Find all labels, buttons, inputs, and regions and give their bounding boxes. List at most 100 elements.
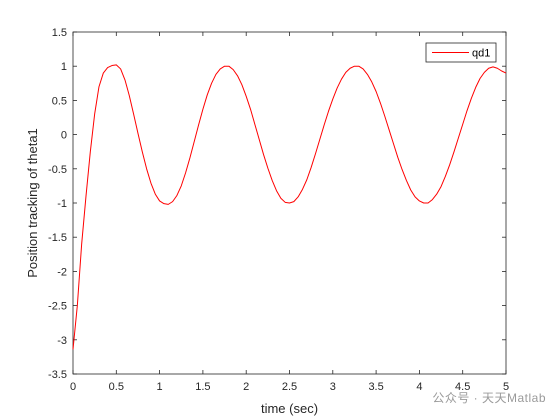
data-point <box>163 203 164 204</box>
data-point <box>90 151 91 152</box>
data-point <box>505 72 506 73</box>
x-tick-label: 0 <box>70 381 76 393</box>
x-tick-label: 4 <box>416 381 422 393</box>
data-point <box>462 124 463 125</box>
x-tick-label: 4.5 <box>455 381 470 393</box>
data-point <box>384 116 385 117</box>
data-point <box>116 64 117 65</box>
data-point <box>324 124 325 125</box>
data-point <box>185 172 186 173</box>
x-tick-label: 5 <box>503 381 509 393</box>
data-point <box>471 98 472 99</box>
data-point <box>484 72 485 73</box>
data-point <box>423 202 424 203</box>
data-point <box>341 79 342 80</box>
data-point <box>432 199 433 200</box>
data-point <box>345 72 346 73</box>
x-tick-label: 2.5 <box>282 381 297 393</box>
x-tick-label: 3.5 <box>368 381 383 393</box>
data-point <box>497 68 498 69</box>
x-axis-label: time (sec) <box>261 401 318 416</box>
data-point <box>350 68 351 69</box>
data-point <box>228 66 229 67</box>
y-tick-label: -3.5 <box>48 369 67 381</box>
data-point <box>306 179 307 180</box>
legend: qd1 <box>425 42 497 63</box>
y-axis-label: Position tracking of theta1 <box>25 128 40 278</box>
y-tick-label: -2 <box>57 266 67 278</box>
data-point <box>259 139 260 140</box>
data-point <box>172 201 173 202</box>
data-point <box>427 202 428 203</box>
data-point <box>401 169 402 170</box>
data-point <box>410 189 411 190</box>
data-point <box>397 157 398 158</box>
data-point <box>181 185 182 186</box>
data-point <box>285 202 286 203</box>
data-point <box>120 68 121 69</box>
data-point <box>436 194 437 195</box>
data-point <box>419 200 420 201</box>
data-point <box>237 75 238 76</box>
data-point <box>85 196 86 197</box>
data-point <box>488 68 489 69</box>
data-point <box>388 129 389 130</box>
y-tick-label: -2.5 <box>48 301 67 313</box>
data-point <box>81 243 82 244</box>
data-point <box>224 66 225 67</box>
data-point <box>202 109 203 110</box>
data-point <box>220 68 221 69</box>
y-tick-label: 0 <box>61 130 67 142</box>
data-point <box>98 86 99 87</box>
data-point <box>194 141 195 142</box>
data-point <box>176 195 177 196</box>
data-point <box>254 124 255 125</box>
data-point <box>298 196 299 197</box>
data-point <box>492 66 493 67</box>
data-point <box>107 67 108 68</box>
data-point <box>376 91 377 92</box>
data-point <box>267 168 268 169</box>
y-tick-label: -3 <box>57 335 67 347</box>
data-point <box>72 349 73 350</box>
data-point <box>354 66 355 67</box>
data-point <box>479 78 480 79</box>
data-point <box>133 113 134 114</box>
data-point <box>501 70 502 71</box>
data-point <box>337 87 338 88</box>
data-point <box>302 189 303 190</box>
x-tick-label: 3 <box>330 381 336 393</box>
data-point <box>124 79 125 80</box>
data-point <box>142 151 143 152</box>
data-point <box>371 81 372 82</box>
data-point <box>319 139 320 140</box>
data-point <box>466 110 467 111</box>
data-point <box>475 87 476 88</box>
data-point <box>367 74 368 75</box>
data-point <box>280 198 281 199</box>
data-point <box>111 65 112 66</box>
data-point <box>168 204 169 205</box>
data-point <box>198 124 199 125</box>
data-point <box>440 186 441 187</box>
data-point <box>155 194 156 195</box>
data-point <box>393 143 394 144</box>
data-point <box>453 151 454 152</box>
data-point <box>246 96 247 97</box>
data-point <box>207 94 208 95</box>
data-point <box>272 180 273 181</box>
data-point <box>406 180 407 181</box>
data-point <box>159 200 160 201</box>
data-point <box>328 111 329 112</box>
y-axis-ticks: -3.5 -3 -2.5 -2 -1.5 -1 -0.5 0 0.5 1 1.5 <box>48 27 506 381</box>
data-point <box>358 66 359 67</box>
watermark-text: 公众号 · 天天Matlab <box>432 391 546 405</box>
data-point <box>458 137 459 138</box>
series-layer <box>72 64 507 350</box>
data-point <box>414 196 415 197</box>
y-tick-label: -0.5 <box>48 164 67 176</box>
legend-entry-label: qd1 <box>472 48 490 60</box>
data-point <box>332 98 333 99</box>
data-point <box>449 164 450 165</box>
